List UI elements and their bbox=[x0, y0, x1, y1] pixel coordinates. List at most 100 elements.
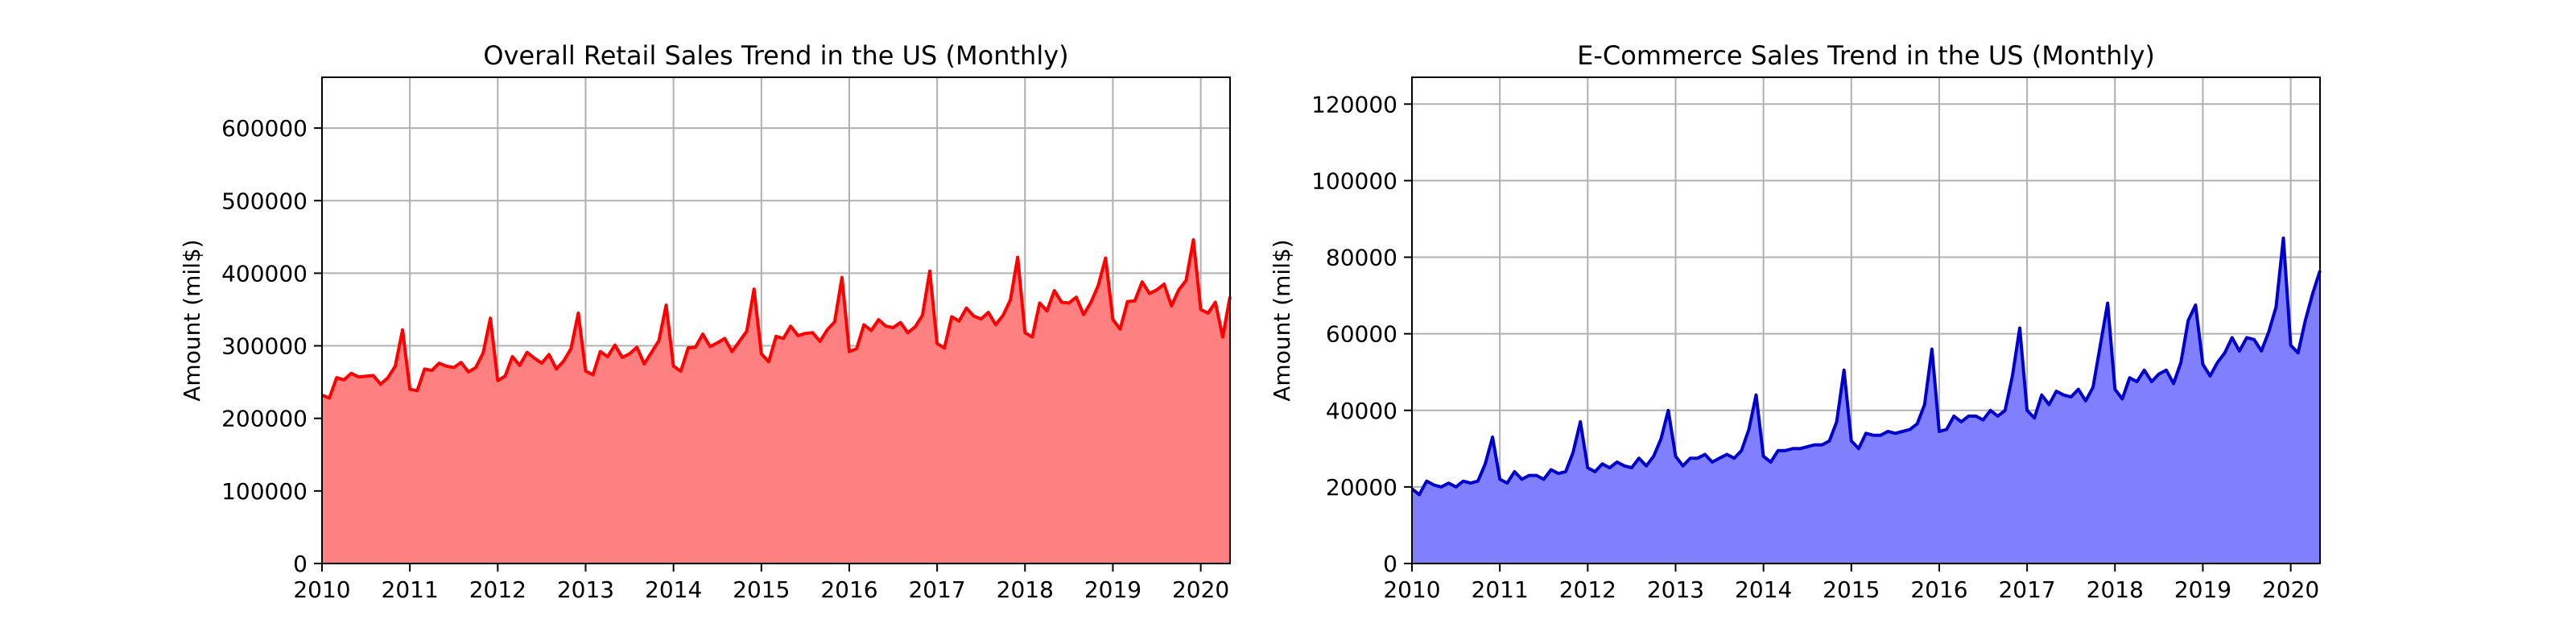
data-point bbox=[642, 362, 646, 365]
ecommerce-chart: 2010 2011 2012 2013 2014 2015 2016 2017 2018 2019… bbox=[1269, 40, 2322, 603]
data-point bbox=[877, 318, 880, 321]
data-point bbox=[2216, 361, 2219, 364]
data-point bbox=[518, 364, 522, 367]
data-point bbox=[987, 311, 990, 314]
y-tick-label: 100000 bbox=[221, 478, 308, 505]
data-point bbox=[1535, 474, 1538, 477]
data-point bbox=[1666, 409, 1670, 412]
data-point bbox=[1447, 481, 1451, 485]
x-tick-label: 2020 bbox=[1172, 576, 1229, 603]
data-point bbox=[2070, 395, 2073, 398]
data-point bbox=[526, 351, 529, 354]
data-point bbox=[1491, 436, 1494, 439]
y-tick-label: 60000 bbox=[1326, 321, 1397, 348]
data-point bbox=[1718, 456, 1721, 460]
data-point bbox=[914, 325, 917, 328]
data-point bbox=[496, 379, 499, 382]
retail-series-line bbox=[321, 237, 1232, 400]
data-point bbox=[1689, 456, 1692, 460]
x-tick-label: 2012 bbox=[1559, 576, 1616, 603]
retail-chart-title: Overall Retail Sales Trend in the US (Mo… bbox=[483, 40, 1068, 71]
data-point bbox=[1864, 431, 1868, 435]
data-point bbox=[2150, 380, 2153, 383]
data-point bbox=[1930, 348, 1934, 351]
data-point bbox=[1952, 415, 1955, 418]
x-tick-label: 2018 bbox=[997, 576, 1054, 603]
data-point bbox=[928, 270, 931, 273]
data-point bbox=[592, 374, 595, 377]
data-point bbox=[1843, 369, 1846, 372]
data-point bbox=[1133, 299, 1137, 303]
data-point bbox=[658, 339, 661, 342]
data-point bbox=[467, 370, 470, 374]
data-point bbox=[2136, 380, 2139, 383]
data-point bbox=[2274, 305, 2277, 308]
data-point bbox=[349, 372, 353, 375]
data-point bbox=[730, 350, 733, 353]
data-point bbox=[1432, 484, 1435, 487]
data-point bbox=[826, 328, 829, 332]
data-point bbox=[1046, 309, 1049, 312]
data-point bbox=[672, 365, 675, 368]
data-point bbox=[1513, 470, 1516, 473]
data-point bbox=[950, 316, 953, 319]
data-point bbox=[540, 361, 543, 365]
x-tick-label: 2015 bbox=[1823, 576, 1880, 603]
data-point bbox=[899, 321, 902, 324]
x-tick-label: 2016 bbox=[820, 576, 877, 603]
data-point bbox=[621, 356, 624, 359]
data-point bbox=[1221, 336, 1224, 339]
data-point bbox=[2120, 398, 2124, 401]
data-point bbox=[2172, 382, 2175, 386]
y-tick-label: 400000 bbox=[221, 260, 308, 287]
ecommerce-area-fill bbox=[1412, 237, 2320, 564]
data-point bbox=[2004, 409, 2007, 412]
data-point bbox=[1791, 447, 1794, 450]
data-point bbox=[1564, 470, 1567, 473]
data-point bbox=[2231, 336, 2234, 339]
data-point bbox=[555, 367, 558, 370]
y-tick-label: 0 bbox=[293, 551, 308, 577]
data-point bbox=[408, 388, 411, 391]
data-point bbox=[1732, 456, 1736, 460]
data-point bbox=[935, 342, 939, 345]
data-point bbox=[1725, 453, 1728, 456]
data-point bbox=[562, 360, 565, 363]
data-point bbox=[1119, 328, 1122, 331]
data-point bbox=[1155, 288, 1158, 291]
x-tick-label: 2012 bbox=[469, 576, 526, 603]
data-point bbox=[1184, 279, 1187, 282]
data-point bbox=[2209, 374, 2212, 378]
data-point bbox=[1623, 464, 1626, 468]
data-point bbox=[1476, 480, 1480, 483]
x-tick-label: 2017 bbox=[908, 576, 965, 603]
data-point bbox=[862, 323, 865, 326]
data-point bbox=[1199, 308, 1203, 312]
data-point bbox=[635, 345, 638, 349]
x-tick-label: 2011 bbox=[1472, 576, 1529, 603]
data-point bbox=[1439, 485, 1443, 489]
data-point bbox=[1571, 451, 1575, 454]
data-point bbox=[1989, 409, 1992, 412]
data-point bbox=[394, 365, 397, 368]
data-point bbox=[320, 394, 324, 397]
data-point bbox=[1630, 466, 1633, 469]
data-point bbox=[1674, 455, 1678, 458]
data-point bbox=[1104, 257, 1107, 260]
x-tick-label: 2019 bbox=[2174, 576, 2231, 603]
data-point bbox=[342, 378, 345, 382]
data-point bbox=[1228, 295, 1232, 298]
data-point bbox=[1711, 460, 1714, 464]
data-point bbox=[1579, 420, 1582, 423]
data-point bbox=[1996, 415, 2000, 418]
data-point bbox=[1616, 460, 1619, 464]
data-point bbox=[1703, 453, 1707, 456]
data-point bbox=[2304, 319, 2307, 322]
x-tick-label: 2016 bbox=[1910, 576, 1967, 603]
data-point bbox=[980, 317, 983, 320]
data-point bbox=[1089, 301, 1092, 304]
data-point bbox=[1455, 485, 1458, 489]
data-point bbox=[379, 382, 382, 386]
data-point bbox=[811, 331, 815, 334]
data-point bbox=[2179, 361, 2182, 364]
